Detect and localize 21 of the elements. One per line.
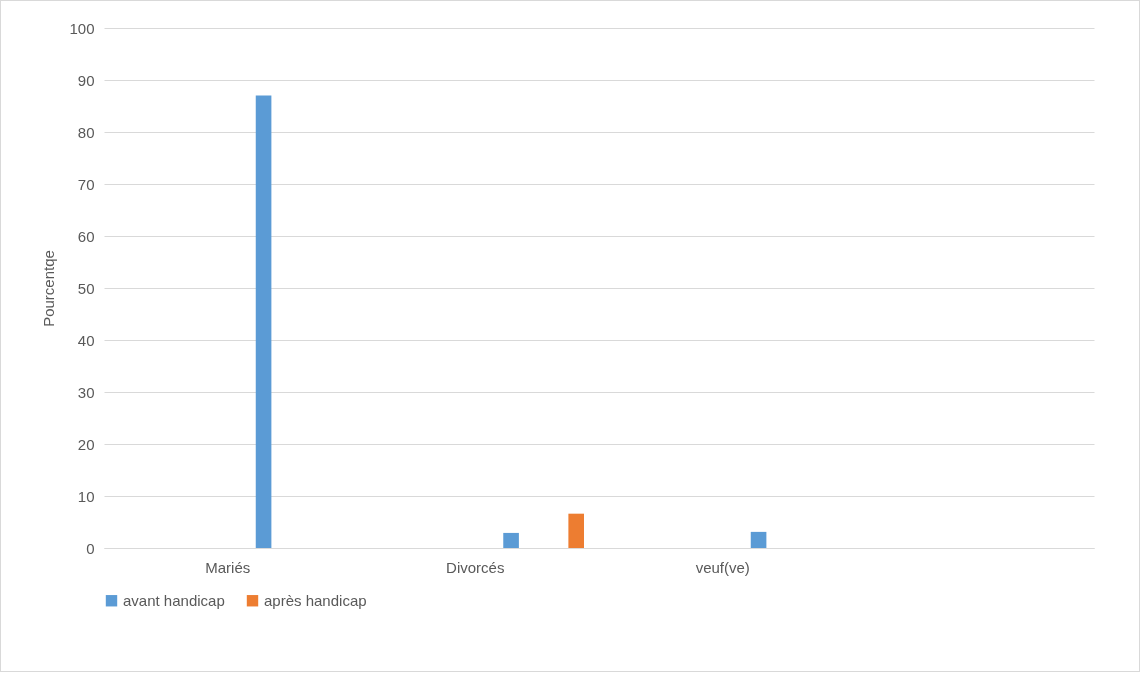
- y-tick-label: 50: [77, 279, 95, 297]
- bar: [255, 95, 272, 548]
- y-tick-label: 10: [77, 487, 95, 505]
- bar: [503, 532, 519, 548]
- y-tick-label: 20: [77, 435, 95, 453]
- y-tick-label: 80: [77, 123, 95, 141]
- y-tick-label: 60: [77, 227, 95, 245]
- x-tick-label: veuf(ve): [695, 558, 750, 576]
- y-tick-label: 100: [69, 19, 95, 37]
- y-tick-label: 30: [77, 383, 95, 401]
- bar: [750, 531, 767, 548]
- y-tick-label: 70: [77, 175, 95, 193]
- y-tick-label: 40: [77, 331, 95, 349]
- y-tick-label: 90: [77, 71, 95, 89]
- y-axis-title: Pourcentqe: [40, 250, 58, 327]
- legend-label: après handicap: [264, 591, 367, 609]
- y-tick-label: 0: [86, 539, 95, 557]
- x-tick-label: Divorcés: [446, 558, 505, 576]
- legend-label: avant handicap: [123, 591, 225, 609]
- x-tick-label: Mariés: [205, 558, 251, 576]
- bar: [568, 513, 585, 548]
